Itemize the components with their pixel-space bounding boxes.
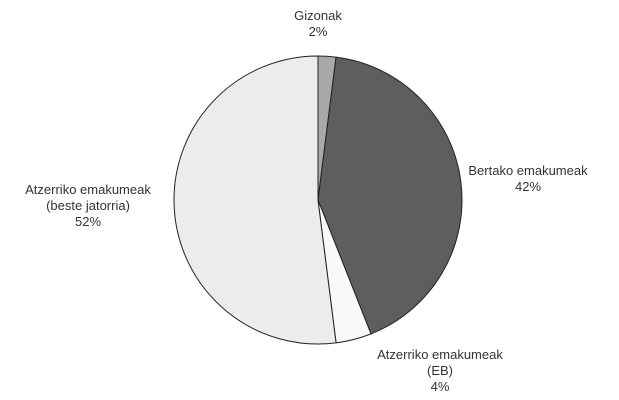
slice-label: Atzerriko emakumeak (beste jatorria) 52%: [18, 182, 158, 230]
slice-label: Gizonak 2%: [251, 8, 386, 40]
value-label: 52%: [74, 214, 102, 229]
category-label: Atzerriko emakumeak (EB): [377, 347, 503, 378]
category-label: Atzerriko emakumeak (beste jatorria): [25, 182, 151, 213]
value-label: 42%: [514, 179, 542, 194]
category-label: Bertako emakumeak: [468, 163, 588, 178]
pie-slice: [173, 55, 337, 345]
slice-label: Atzerriko emakumeak (EB) 4%: [373, 347, 508, 395]
slice-label: Bertako emakumeak 42%: [458, 163, 598, 195]
pie-slice: [317, 56, 463, 335]
value-label: 4%: [430, 379, 450, 394]
category-label: Gizonak: [294, 8, 342, 23]
value-label: 2%: [308, 24, 328, 39]
